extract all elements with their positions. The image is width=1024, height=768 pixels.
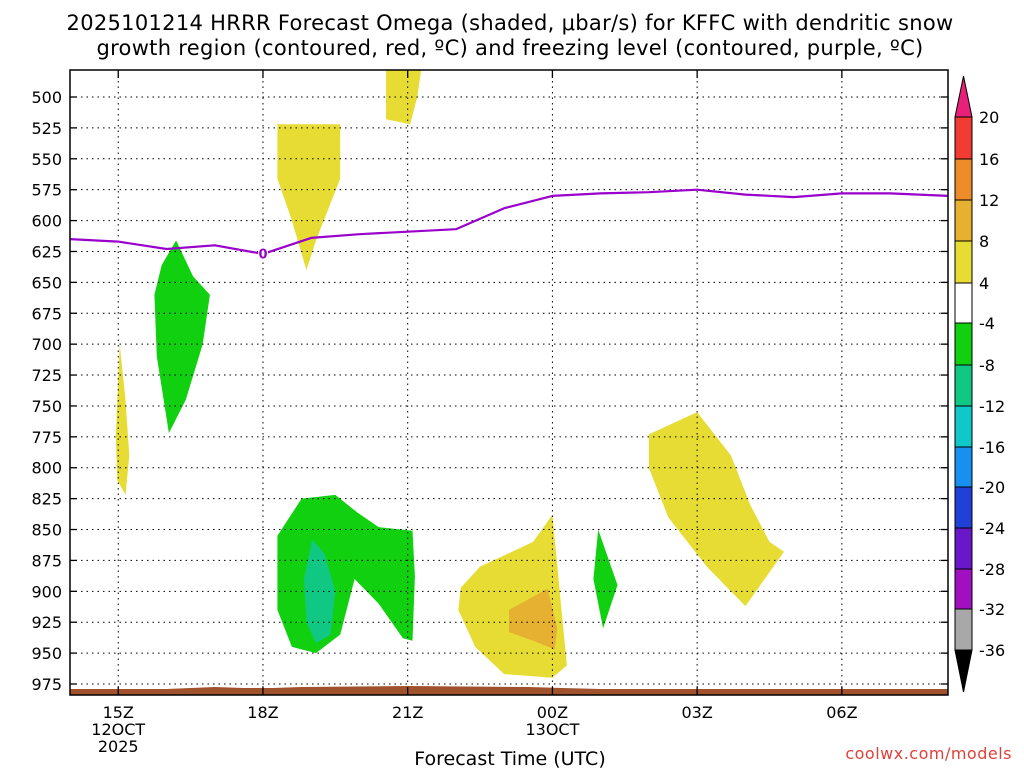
y-tick-label-875: 875: [31, 551, 62, 570]
y-axis-ticks: 500 525 550 575 600 625 650 675 700 725 750 775 800 8…: [31, 88, 948, 694]
omega-region-upward-4to8-upper-right: [154, 240, 210, 434]
colorbar-top-arrow: [954, 75, 973, 118]
omega-region-downward-4to8-lower-mid: [458, 514, 567, 678]
colorbar-label-20: 20: [979, 108, 999, 127]
chart-title-line-2: growth region (contoured, red, ºC) and f…: [96, 36, 923, 60]
omega-region-downward-4to8-mid-upper: [277, 124, 341, 270]
colorbar-segment-4: [954, 282, 973, 324]
y-tick-label-725: 725: [31, 366, 62, 385]
y-tick-label-775: 775: [31, 428, 62, 447]
colorbar-segment-0: [954, 116, 973, 160]
colorbar-label--16: -16: [979, 438, 1005, 457]
colorbar-segment-9: [954, 486, 973, 529]
y-tick-label-825: 825: [31, 490, 62, 509]
colorbar-label--4: -4: [979, 314, 995, 333]
omega-region-upward-4to8-lower: [277, 494, 415, 654]
y-tick-label-525: 525: [31, 119, 62, 138]
x-tick-label-03Z-0: 03Z: [681, 703, 712, 722]
surface-terrain: [70, 686, 948, 695]
y-tick-label-650: 650: [31, 273, 62, 292]
x-tick-label-18Z-0: 18Z: [247, 703, 278, 722]
y-tick-label-950: 950: [31, 644, 62, 663]
x-tick-label-21Z-0: 21Z: [392, 703, 423, 722]
colorbar-bottom-arrow: [954, 649, 973, 693]
omega-shaded-regions: [115, 70, 784, 678]
freezing-level-contour: 0: [70, 188, 948, 262]
colorbar-label-12: 12: [979, 191, 999, 210]
x-tick-label-00Z-0: 00Z: [537, 703, 568, 722]
colorbar-segment-11: [954, 568, 973, 610]
y-tick-label-500: 500: [31, 88, 62, 107]
y-tick-label-700: 700: [31, 335, 62, 354]
omega-region-upward-8to12-core: [304, 539, 336, 644]
colorbar-label--24: -24: [979, 519, 1005, 538]
x-tick-label-15Z-0: 15Z: [103, 703, 134, 722]
colorbar-segment-5: [954, 322, 973, 366]
colorbar-segment-10: [954, 527, 973, 570]
surface-band: [70, 686, 948, 695]
x-tick-label-15Z-1: 12OCT: [91, 720, 145, 739]
omega-region-downward-4to8-top: [386, 70, 422, 125]
colorbar-segment-1: [954, 158, 973, 201]
freezing-level-line: [70, 188, 948, 255]
y-tick-label-900: 900: [31, 582, 62, 601]
x-tick-label-15Z-2: 2025: [98, 737, 139, 756]
y-tick-label-975: 975: [31, 675, 62, 694]
y-tick-label-675: 675: [31, 304, 62, 323]
freezing-level-label: 0: [258, 247, 267, 262]
colorbar-segment-12: [954, 608, 973, 651]
credit-text: coolwx.com/models: [845, 744, 1012, 763]
colorbar: 20 16 12 8 4 -4 -8 -12 -16 -20 -24 -28 -32 -36: [954, 75, 1005, 693]
colorbar-label--20: -20: [979, 478, 1005, 497]
y-tick-label-600: 600: [31, 212, 62, 231]
colorbar-label--8: -8: [979, 356, 995, 375]
x-tick-label-06Z-0: 06Z: [826, 703, 857, 722]
colorbar-label-8: 8: [979, 232, 989, 251]
omega-region-downward-4to8-right: [648, 412, 784, 607]
omega-region-upward-4to8-lower-right: [593, 529, 618, 629]
x-tick-label-00Z-1: 13OCT: [525, 720, 579, 739]
y-tick-label-550: 550: [31, 150, 62, 169]
omega-region-downward-8to12-lower-mid: [509, 588, 558, 650]
plot-frame: [69, 69, 949, 696]
y-tick-label-850: 850: [31, 521, 62, 540]
colorbar-label-16: 16: [979, 150, 999, 169]
colorbar-label--28: -28: [979, 560, 1005, 579]
colorbar-segment-6: [954, 364, 973, 407]
y-tick-label-750: 750: [31, 397, 62, 416]
colorbar-label-4: 4: [979, 274, 989, 293]
colorbar-segment-7: [954, 405, 973, 448]
colorbar-label--12: -12: [979, 397, 1005, 416]
chart-title-line-1: 2025101214 HRRR Forecast Omega (shaded, …: [67, 11, 954, 35]
y-tick-label-925: 925: [31, 613, 62, 632]
y-tick-label-575: 575: [31, 181, 62, 200]
y-tick-label-625: 625: [31, 242, 62, 261]
freezing-level-label-bg: [257, 245, 268, 260]
colorbar-segment-2: [954, 199, 973, 242]
y-tick-label-800: 800: [31, 459, 62, 478]
x-axis-title: Forecast Time (UTC): [414, 748, 605, 768]
colorbar-segment-3: [954, 240, 973, 284]
colorbar-label--36: -36: [979, 641, 1005, 660]
omega-region-downward-4to8-left: [115, 344, 130, 495]
colorbar-label--32: -32: [979, 600, 1005, 619]
grid-lines: [70, 70, 948, 695]
colorbar-segment-8: [954, 446, 973, 488]
